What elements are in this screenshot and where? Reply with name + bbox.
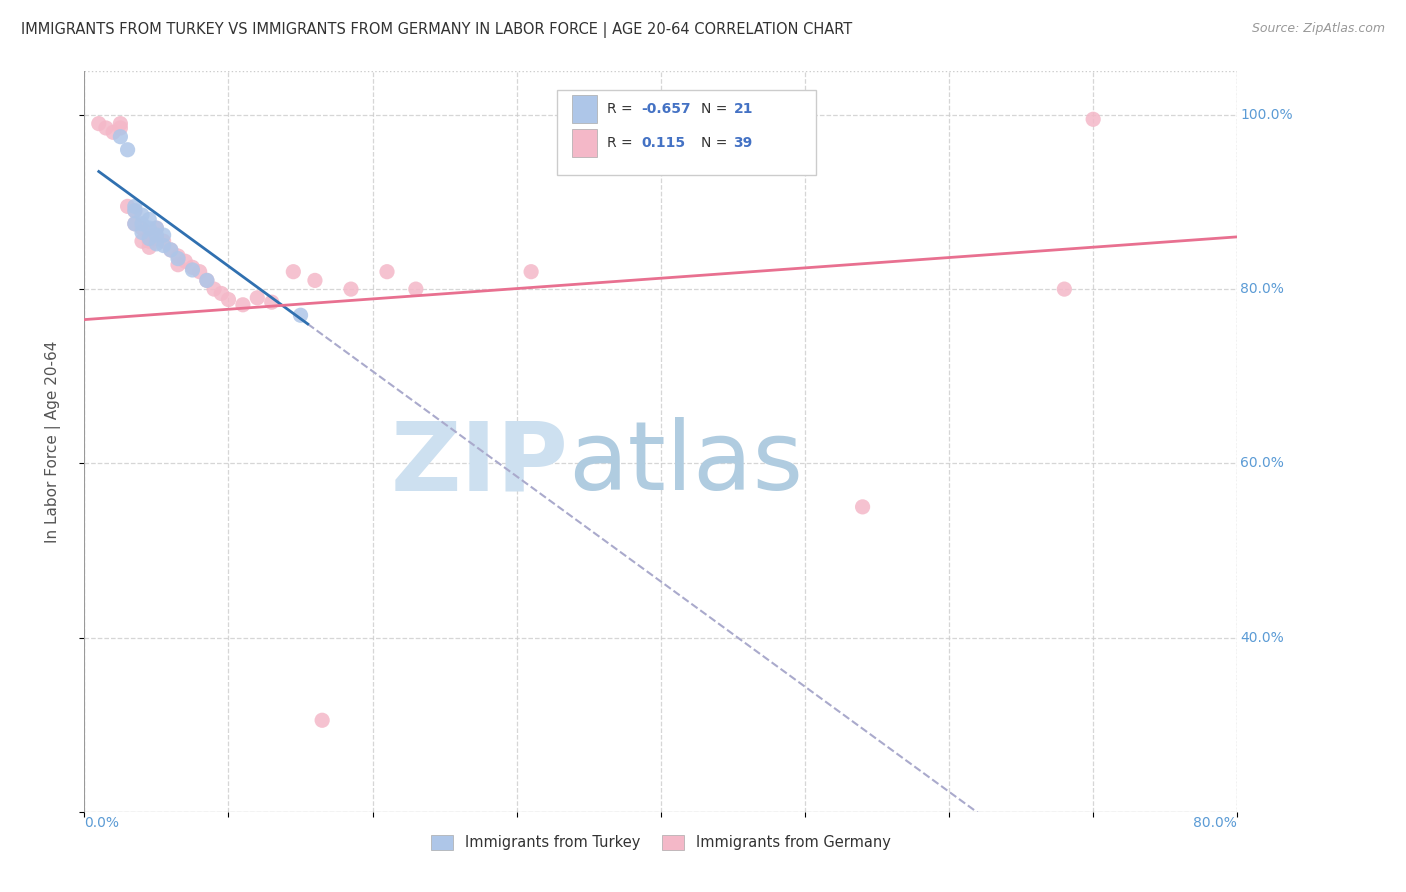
Point	[138, 212, 160, 227]
Point	[304, 273, 326, 287]
Point	[110, 117, 132, 131]
Point	[124, 203, 146, 218]
Point	[124, 199, 146, 213]
Text: 80.0%: 80.0%	[1240, 282, 1284, 296]
Point	[160, 243, 183, 257]
Point	[94, 120, 117, 135]
Point	[195, 273, 218, 287]
Point	[131, 226, 153, 240]
Point	[152, 238, 174, 252]
Point	[145, 221, 167, 235]
Point	[152, 234, 174, 248]
Point	[138, 231, 160, 245]
Text: 100.0%: 100.0%	[1240, 108, 1292, 122]
FancyBboxPatch shape	[557, 90, 817, 175]
Point	[232, 298, 254, 312]
Text: R =: R =	[606, 102, 637, 116]
Text: 21: 21	[734, 102, 754, 116]
Legend: Immigrants from Turkey, Immigrants from Germany: Immigrants from Turkey, Immigrants from …	[426, 829, 896, 856]
Point	[145, 221, 167, 235]
Point	[160, 243, 183, 257]
Text: 80.0%: 80.0%	[1194, 816, 1237, 830]
Point	[195, 273, 218, 287]
Point	[246, 291, 269, 305]
Point	[117, 199, 139, 213]
Text: 0.0%: 0.0%	[84, 816, 120, 830]
Point	[117, 143, 139, 157]
Text: IMMIGRANTS FROM TURKEY VS IMMIGRANTS FROM GERMANY IN LABOR FORCE | AGE 20-64 COR: IMMIGRANTS FROM TURKEY VS IMMIGRANTS FRO…	[21, 22, 852, 38]
Point	[167, 252, 190, 266]
Point	[260, 295, 283, 310]
Point	[520, 265, 543, 279]
FancyBboxPatch shape	[572, 129, 598, 157]
Point	[110, 120, 132, 135]
Point	[138, 234, 160, 248]
Text: 0.115: 0.115	[641, 136, 685, 150]
Text: Source: ZipAtlas.com: Source: ZipAtlas.com	[1251, 22, 1385, 36]
Text: atlas: atlas	[568, 417, 804, 510]
Point	[202, 282, 225, 296]
Point	[138, 240, 160, 254]
Point	[405, 282, 427, 296]
Text: -0.657: -0.657	[641, 102, 690, 116]
Point	[283, 265, 305, 279]
Point	[209, 286, 232, 301]
Point	[124, 217, 146, 231]
Point	[124, 217, 146, 231]
Point	[218, 293, 240, 307]
Point	[124, 203, 146, 218]
Text: N =: N =	[702, 136, 733, 150]
Point	[181, 260, 204, 275]
Point	[131, 208, 153, 222]
Point	[167, 249, 190, 263]
Point	[138, 228, 160, 243]
Text: 39: 39	[734, 136, 752, 150]
Point	[87, 117, 110, 131]
FancyBboxPatch shape	[572, 95, 598, 123]
Y-axis label: In Labor Force | Age 20-64: In Labor Force | Age 20-64	[45, 341, 60, 542]
Text: ZIP: ZIP	[391, 417, 568, 510]
Point	[375, 265, 398, 279]
Text: R =: R =	[606, 136, 637, 150]
Text: N =: N =	[702, 102, 733, 116]
Point	[145, 231, 167, 245]
Point	[103, 125, 124, 139]
Point	[290, 308, 312, 322]
Point	[131, 234, 153, 248]
Point	[311, 713, 333, 727]
Point	[131, 217, 153, 231]
Point	[167, 258, 190, 272]
Point	[131, 221, 153, 235]
Point	[181, 263, 204, 277]
Point	[852, 500, 875, 514]
Point	[174, 254, 197, 268]
Point	[152, 228, 174, 243]
Point	[110, 129, 132, 144]
Text: 60.0%: 60.0%	[1240, 457, 1284, 470]
Point	[138, 221, 160, 235]
Point	[145, 236, 167, 251]
Point	[340, 282, 363, 296]
Text: 40.0%: 40.0%	[1240, 631, 1284, 645]
Point	[1083, 112, 1105, 127]
Point	[1053, 282, 1076, 296]
Point	[188, 265, 211, 279]
Point	[145, 228, 167, 243]
